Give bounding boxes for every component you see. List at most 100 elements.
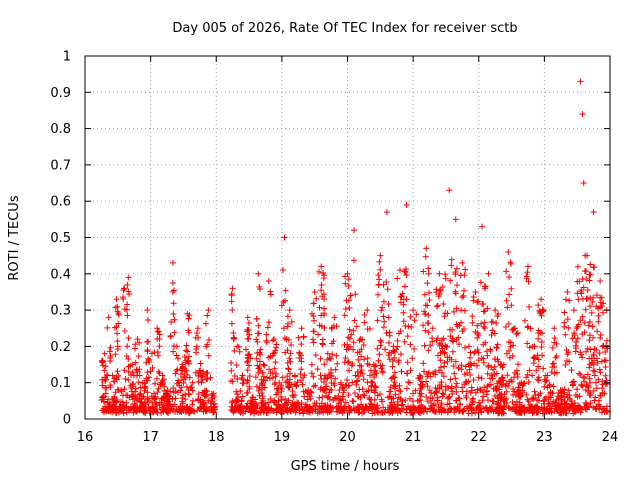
data-point xyxy=(333,352,340,359)
data-point xyxy=(358,346,365,353)
data-point xyxy=(444,343,451,350)
data-point xyxy=(564,351,571,358)
data-point xyxy=(364,360,371,367)
data-point xyxy=(591,345,598,352)
data-point xyxy=(355,393,362,400)
data-point xyxy=(481,325,488,332)
data-point xyxy=(288,342,295,349)
data-point xyxy=(321,296,328,303)
data-point xyxy=(506,405,513,412)
data-point xyxy=(586,403,593,410)
data-point xyxy=(531,354,538,361)
data-point xyxy=(179,367,186,374)
data-point xyxy=(504,304,511,311)
data-point xyxy=(476,402,483,409)
data-point xyxy=(533,405,540,412)
data-point xyxy=(149,364,156,371)
data-point xyxy=(244,326,251,333)
data-point xyxy=(577,317,584,324)
data-point xyxy=(203,343,210,350)
data-point xyxy=(427,342,434,349)
data-point xyxy=(391,369,398,376)
data-point xyxy=(472,288,479,295)
data-point xyxy=(429,395,436,402)
data-point xyxy=(310,339,317,346)
data-point xyxy=(138,392,145,399)
data-point xyxy=(314,366,321,373)
data-point xyxy=(404,333,411,340)
data-point xyxy=(324,356,331,363)
data-point xyxy=(423,245,430,252)
data-point xyxy=(453,397,460,404)
data-point xyxy=(456,395,463,402)
data-point xyxy=(424,280,431,287)
data-point xyxy=(588,309,595,316)
data-point xyxy=(592,405,599,412)
data-point xyxy=(497,362,504,369)
data-point xyxy=(374,392,381,399)
data-point xyxy=(237,409,244,416)
data-point xyxy=(159,407,166,414)
data-point xyxy=(375,357,382,364)
chart-title: Day 005 of 2026, Rate Of TEC Index for r… xyxy=(172,21,517,36)
data-point xyxy=(301,372,308,379)
data-point xyxy=(432,368,439,375)
data-point xyxy=(397,388,404,395)
data-point xyxy=(182,391,189,398)
data-point xyxy=(259,393,266,400)
data-point xyxy=(267,288,274,295)
data-point xyxy=(299,407,306,414)
data-point xyxy=(154,335,161,342)
data-point xyxy=(319,394,326,401)
data-point xyxy=(549,344,556,351)
data-point xyxy=(168,318,175,325)
data-point xyxy=(411,317,418,324)
data-point xyxy=(397,267,403,274)
data-point xyxy=(371,389,378,396)
data-point xyxy=(308,310,315,317)
data-point xyxy=(600,406,607,413)
data-point xyxy=(467,354,474,361)
data-point xyxy=(150,390,157,397)
data-point xyxy=(245,320,252,327)
data-point xyxy=(121,327,128,334)
data-point xyxy=(561,323,568,330)
data-point xyxy=(554,406,561,413)
data-point xyxy=(336,387,343,394)
data-point xyxy=(350,257,357,264)
data-point xyxy=(280,325,287,332)
data-point xyxy=(437,340,444,347)
data-point xyxy=(293,383,300,390)
data-point xyxy=(377,342,384,349)
data-point xyxy=(591,264,598,271)
data-point xyxy=(506,291,513,298)
data-point xyxy=(345,391,352,398)
data-point xyxy=(508,377,515,384)
data-point xyxy=(417,386,424,393)
data-point xyxy=(169,279,176,286)
data-point xyxy=(360,391,367,398)
data-point xyxy=(474,299,481,306)
data-point xyxy=(389,363,396,370)
data-point xyxy=(189,379,196,386)
data-point xyxy=(483,348,490,355)
data-point xyxy=(536,307,543,314)
data-point xyxy=(433,388,440,395)
data-point xyxy=(112,304,119,311)
data-point xyxy=(591,351,598,358)
data-point xyxy=(518,403,525,410)
data-point xyxy=(519,382,526,389)
data-point xyxy=(451,370,458,377)
data-point xyxy=(354,349,361,356)
data-point xyxy=(493,344,500,351)
data-point xyxy=(357,336,364,343)
data-point xyxy=(145,395,152,402)
data-point xyxy=(424,408,431,415)
data-point xyxy=(167,333,174,340)
data-point xyxy=(244,367,251,374)
data-point xyxy=(453,305,460,312)
data-point xyxy=(115,320,122,327)
data-point xyxy=(246,331,253,338)
data-point xyxy=(205,352,212,359)
data-point xyxy=(274,389,281,396)
